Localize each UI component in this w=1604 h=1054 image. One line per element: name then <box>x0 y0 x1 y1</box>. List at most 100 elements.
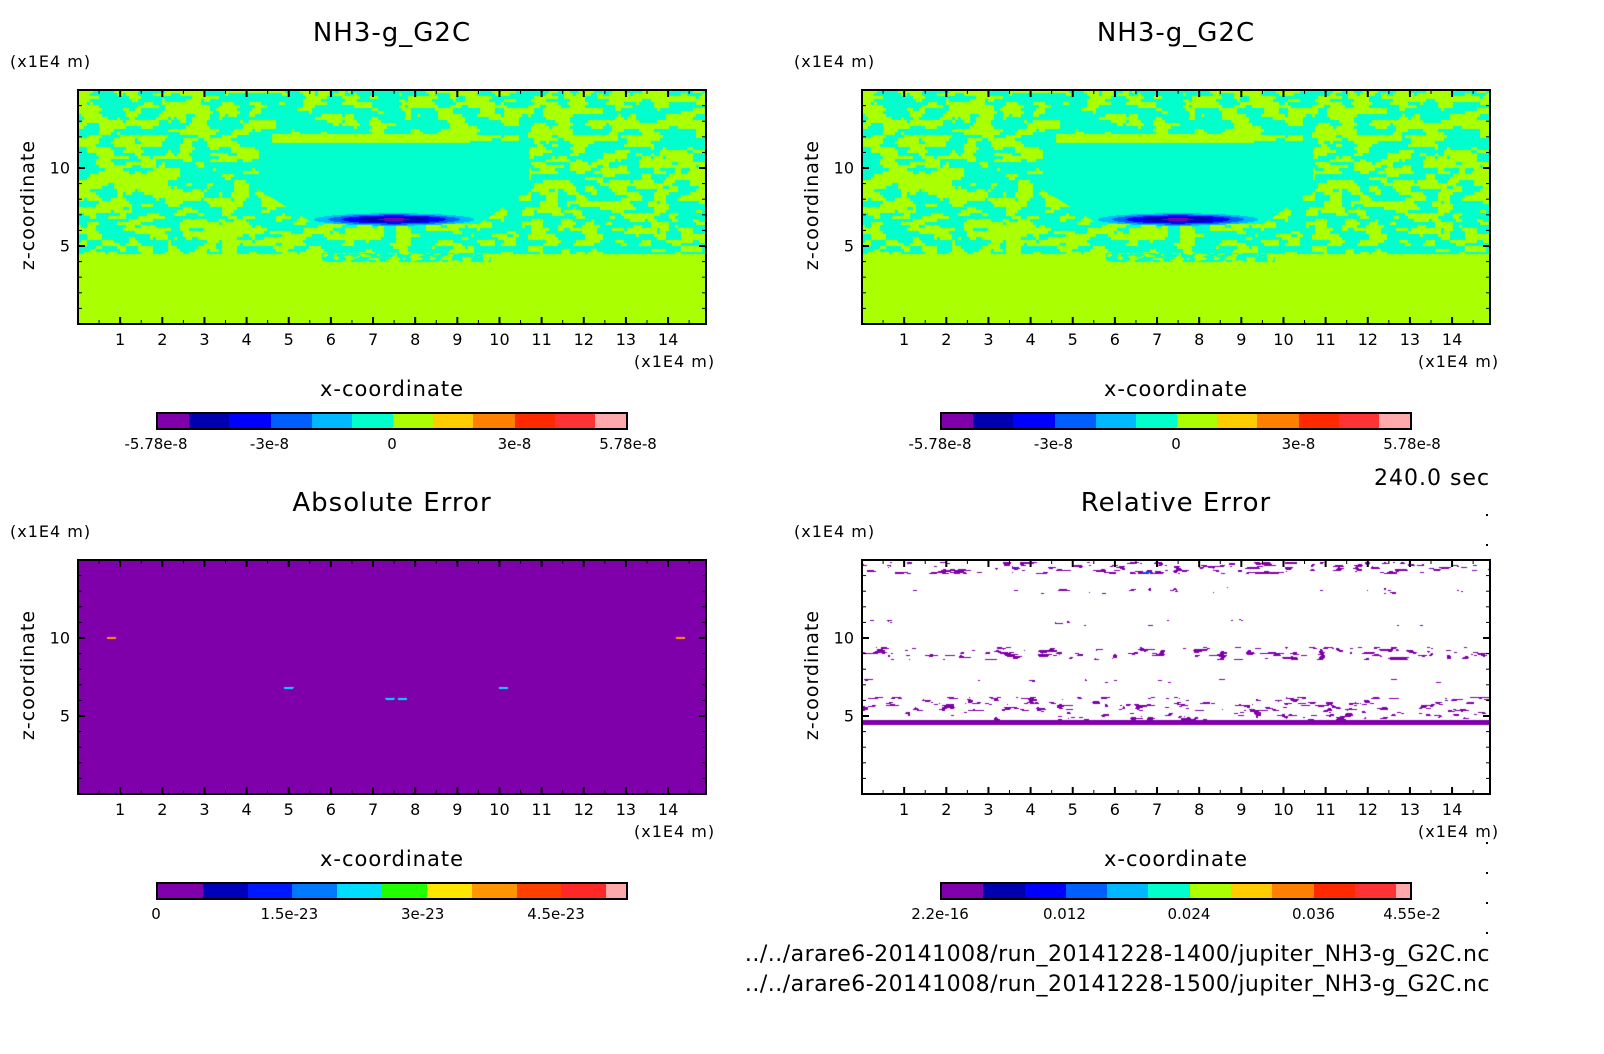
x-tick-label: 12 <box>573 800 594 819</box>
colorbar-tick-label: 0 <box>1171 435 1181 453</box>
x-tick-label: 14 <box>1441 800 1463 819</box>
colorbar <box>156 412 628 430</box>
colorbar-tick-label: 5.78e-8 <box>1383 435 1441 453</box>
x-tick-label: 13 <box>615 330 637 349</box>
x-tick-label: 10 <box>1273 330 1294 349</box>
x-tick-label: 14 <box>657 800 679 819</box>
y-unit-label: (x1E4 m) <box>10 522 92 541</box>
colorbar-swatch <box>337 884 383 898</box>
plot-panel-absolute: Absolute Error (x1E4 m) z-coordinate (x1… <box>0 470 780 940</box>
x-tick-label: 5 <box>283 800 294 819</box>
y-axis-label: z-coordinate <box>17 139 39 271</box>
x-tick-label: 1 <box>115 800 126 819</box>
y-tick-label: 5 <box>843 706 854 726</box>
x-tick-label: 10 <box>489 800 510 819</box>
colorbar-tick-label: -3e-8 <box>1033 435 1074 453</box>
edge-mark <box>1486 544 1488 546</box>
colorbar-tick-label: -3e-8 <box>249 435 290 453</box>
colorbar-tick-label: 4.5e-23 <box>527 905 585 923</box>
y-axis-label: z-coordinate <box>17 609 39 741</box>
edge-mark <box>1486 932 1488 934</box>
y-tick-label: 5 <box>59 236 70 256</box>
x-tick-label: 6 <box>325 330 336 349</box>
axes-frame <box>861 559 1491 795</box>
plot-area <box>77 89 707 325</box>
x-tick-label: 10 <box>489 330 510 349</box>
colorbar-tick-label: 5.78e-8 <box>599 435 657 453</box>
colorbar-swatch <box>554 414 595 428</box>
y-axis-label: z-coordinate <box>801 139 823 271</box>
file-path-1: ../../arare6-20141008/run_20141228-1400/… <box>744 942 1490 967</box>
x-tick-label: 2 <box>157 330 168 349</box>
colorbar-swatch <box>942 414 974 428</box>
x-tick-label: 14 <box>657 330 679 349</box>
x-tick-label: 4 <box>241 330 252 349</box>
colorbar-swatch <box>1231 884 1273 898</box>
contour-field <box>78 90 706 324</box>
plot-border <box>861 559 1491 795</box>
x-tick-label: 13 <box>1399 800 1421 819</box>
x-tick-label: 8 <box>1194 800 1205 819</box>
colorbar-swatch <box>247 884 293 898</box>
colorbar-swatch <box>1177 414 1218 428</box>
x-tick-label: 12 <box>573 330 594 349</box>
colorbar <box>940 412 1412 430</box>
colorbar-swatch <box>471 884 517 898</box>
colorbar-swatch <box>1013 414 1055 428</box>
y-tick-label: 10 <box>833 158 854 178</box>
colorbar-swatch <box>606 884 627 898</box>
x-tick-label: 12 <box>1357 330 1378 349</box>
colorbar-swatch <box>292 884 338 898</box>
x-tick-label: 5 <box>1067 800 1078 819</box>
colorbar <box>156 882 628 900</box>
y-tick-label: 10 <box>49 628 70 648</box>
colorbar-swatch <box>158 884 203 898</box>
x-tick-label: 11 <box>1315 800 1336 819</box>
y-axis-label: z-coordinate <box>801 609 823 741</box>
plot-title: NH3-g_G2C <box>1096 18 1256 48</box>
colorbar-swatch <box>382 884 427 898</box>
axes-frame <box>77 559 707 795</box>
colorbar-tick-label: 0 <box>151 905 161 923</box>
x-tick-label: 4 <box>1025 330 1036 349</box>
colorbar-swatch <box>426 884 472 898</box>
y-unit-label: (x1E4 m) <box>794 522 876 541</box>
x-tick-label: 9 <box>1236 330 1247 349</box>
colorbar-swatch <box>1024 884 1066 898</box>
colorbar-swatch <box>1338 414 1379 428</box>
plot-title: Absolute Error <box>292 488 492 518</box>
colorbar-tick-label: 3e-8 <box>497 435 532 453</box>
x-tick-label: 13 <box>615 800 637 819</box>
contour-field <box>862 560 1490 794</box>
colorbar-tick-label: 0.036 <box>1291 905 1335 923</box>
colorbar-swatch <box>514 414 555 428</box>
x-tick-label: 8 <box>1194 330 1205 349</box>
y-tick-label: 5 <box>843 236 854 256</box>
colorbar-swatch <box>1189 884 1232 898</box>
x-tick-label: 11 <box>531 800 552 819</box>
x-tick-label: 6 <box>325 800 336 819</box>
colorbar-swatch <box>1107 884 1149 898</box>
y-tick-label: 5 <box>59 706 70 726</box>
x-tick-label: 6 <box>1109 330 1120 349</box>
x-unit-label: (x1E4 m) <box>1418 822 1500 841</box>
colorbar-tick-label: 2.2e-16 <box>911 905 969 923</box>
x-unit-label: (x1E4 m) <box>634 352 716 371</box>
colorbar-swatch <box>351 414 394 428</box>
colorbar-swatch <box>311 414 352 428</box>
x-axis-label: x-coordinate <box>319 847 464 871</box>
x-tick-label: 1 <box>115 330 126 349</box>
x-tick-label: 11 <box>1315 330 1336 349</box>
x-tick-label: 2 <box>157 800 168 819</box>
x-tick-label: 9 <box>452 330 463 349</box>
x-tick-label: 3 <box>199 330 210 349</box>
x-tick-label: 12 <box>1357 800 1378 819</box>
plot-border <box>77 559 707 795</box>
colorbar-tick-label: -5.78e-8 <box>908 435 972 453</box>
time-label: 240.0 sec <box>1374 466 1491 491</box>
x-tick-label: 14 <box>1441 330 1463 349</box>
colorbar-swatch <box>202 884 248 898</box>
colorbar-swatch <box>393 414 434 428</box>
x-tick-label: 7 <box>367 800 379 819</box>
plot-area <box>861 559 1491 795</box>
